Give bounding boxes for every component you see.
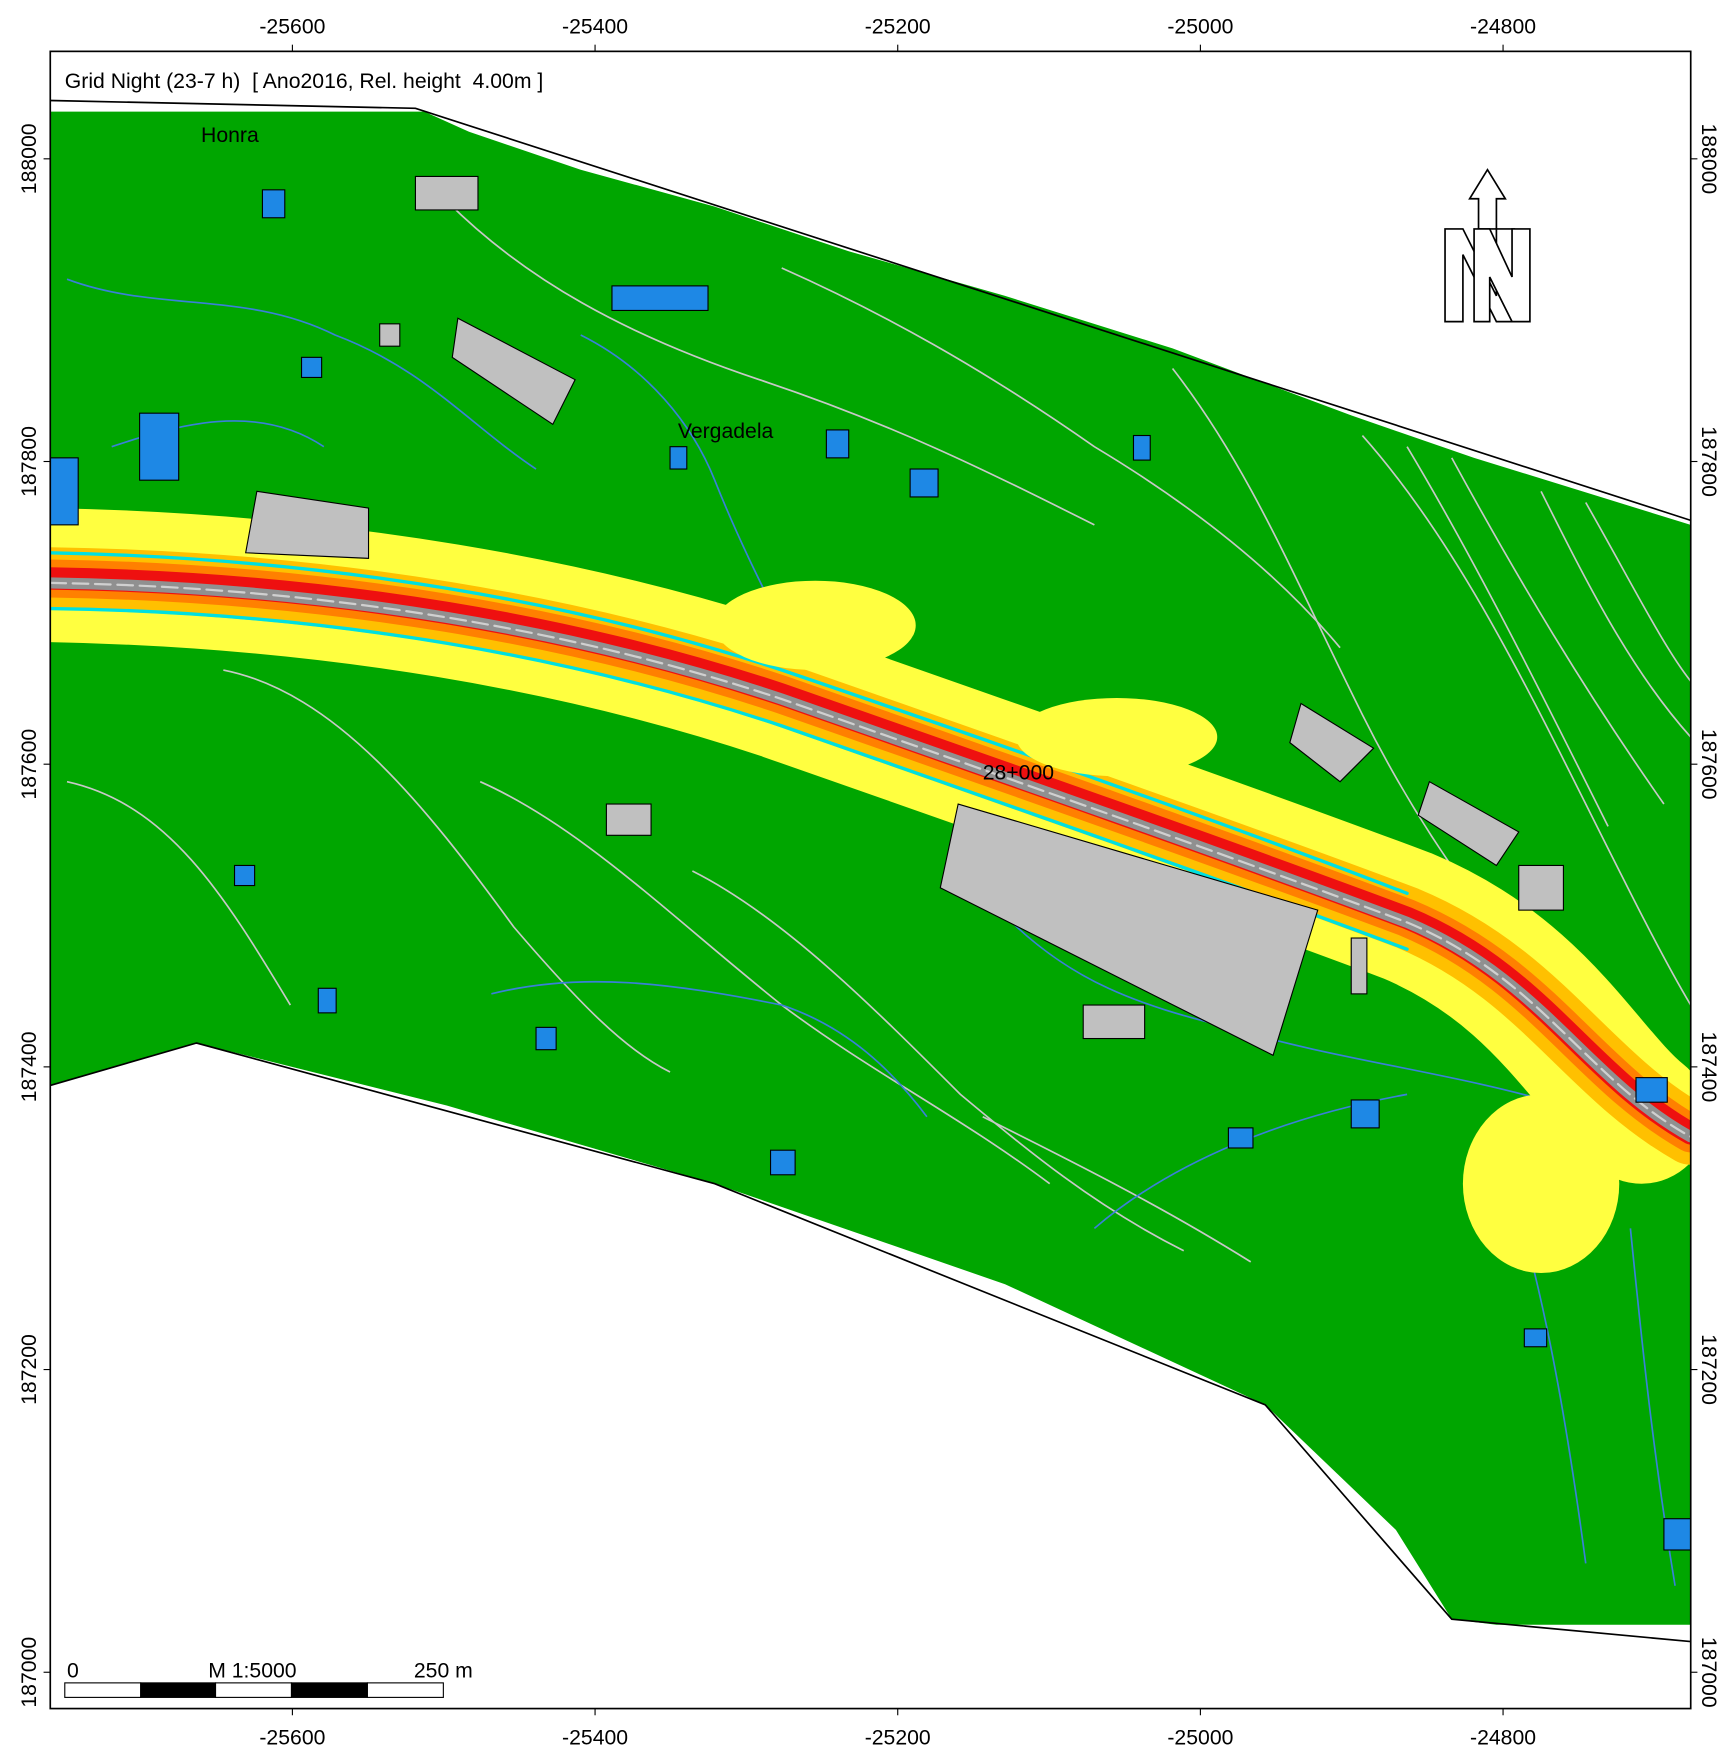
place-label: Vergadela: [678, 420, 774, 443]
y-tick-label: 187400: [18, 1031, 41, 1102]
x-tick-label: -25200: [865, 16, 931, 39]
grid-area: [50, 111, 1691, 1625]
map-body: Honra Vergadela 28+000 0 M 1:5000 250 m …: [50, 70, 1691, 1698]
noise-blob: [1462, 1094, 1620, 1274]
scale-label: 250 m: [414, 1659, 473, 1682]
y-tick-label: 187600: [1697, 729, 1720, 800]
scale-label: M 1:5000: [208, 1659, 296, 1682]
buildings: [50, 175, 1691, 1551]
x-tick-label: -25600: [259, 16, 325, 39]
place-label: 28+000: [983, 761, 1054, 784]
noise-bands: [50, 508, 1691, 1184]
north-arrow: [1444, 168, 1531, 323]
y-tick-label: 187000: [18, 1637, 41, 1708]
x-tick-label: -25000: [1167, 1726, 1233, 1749]
x-tick-label: -25400: [562, 1726, 628, 1749]
x-tick-label: -25400: [562, 16, 628, 39]
y-tick-label: 187600: [18, 729, 41, 800]
scale-label: 0: [67, 1659, 79, 1682]
boundary: [50, 99, 1691, 522]
x-tick-label: -25600: [259, 1726, 325, 1749]
x-tick-label: -24800: [1470, 1726, 1536, 1749]
frame: [49, 50, 1692, 1710]
y-tick-label: 187200: [18, 1334, 41, 1405]
y-tick-label: 187800: [1697, 426, 1720, 497]
place-label: Honra: [201, 124, 259, 147]
noise-blob: [714, 580, 916, 671]
boundary: [50, 1042, 1691, 1643]
y-tick-label: 187000: [1697, 1637, 1720, 1708]
x-tick-label: -25000: [1167, 16, 1233, 39]
roads: [66, 278, 1676, 1586]
axes: -25600 -25600 -25400 -25400 -25200 -25200 -250…: [18, 16, 1720, 1750]
x-tick-label: -25200: [865, 1726, 931, 1749]
contours: [66, 200, 1691, 1263]
y-tick-label: 187800: [18, 426, 41, 497]
scale-bar: [64, 1682, 444, 1698]
y-tick-label: 188000: [1697, 123, 1720, 194]
x-tick-label: -24800: [1470, 16, 1536, 39]
y-tick-label: 187400: [1697, 1031, 1720, 1102]
noise-blob: [1016, 697, 1218, 777]
map-title: Grid Night (23-7 h) [ Ano2016, Rel. heig…: [65, 70, 544, 93]
y-tick-label: 188000: [18, 123, 41, 194]
y-tick-label: 187200: [1697, 1334, 1720, 1405]
